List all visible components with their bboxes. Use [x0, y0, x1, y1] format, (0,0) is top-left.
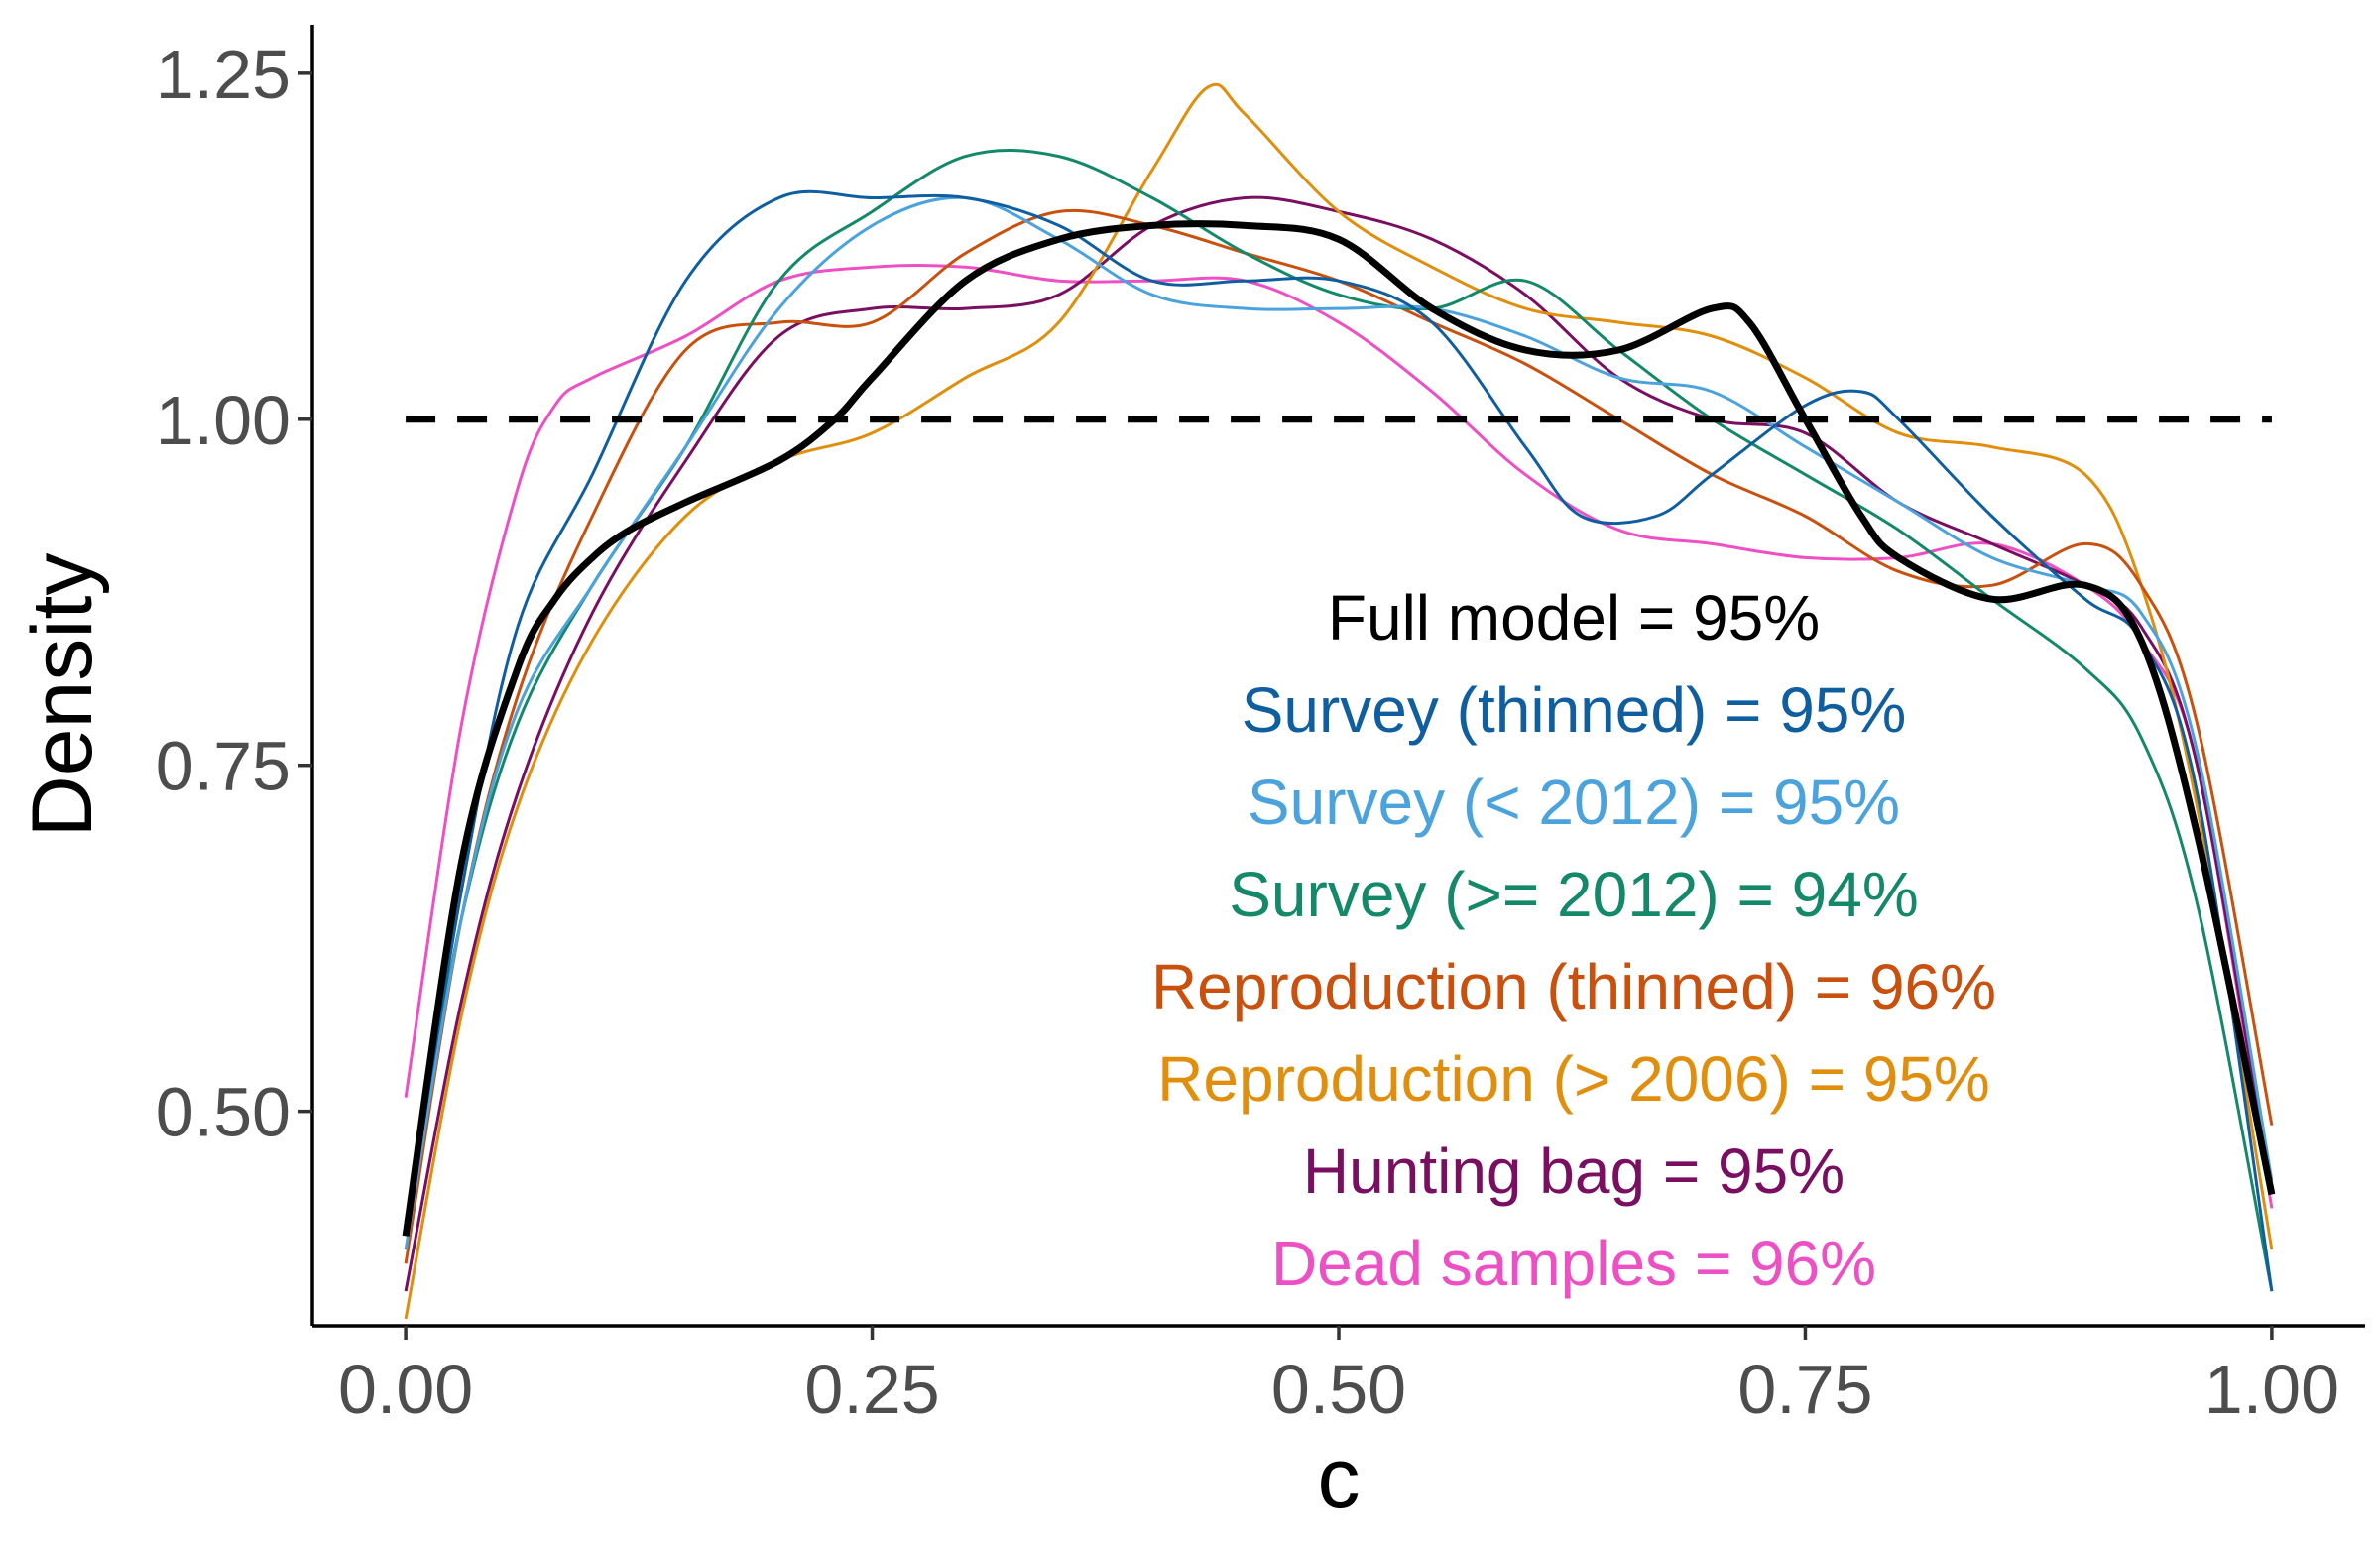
x-axis-title: c [1318, 1431, 1361, 1526]
x-tick-label: 1.00 [2204, 1351, 2339, 1428]
coverage-annotation: Dead samples = 96% [1271, 1228, 1876, 1299]
y-axis-title: Density [15, 553, 110, 838]
coverage-annotations: Full model = 95% Survey (thinned) = 95% Su… [1151, 582, 1996, 1299]
coverage-annotation: Full model = 95% [1328, 582, 1820, 654]
y-axis-ticks: 0.50 0.75 1.00 1.25 [156, 36, 312, 1151]
x-tick-label: 0.75 [1737, 1351, 1872, 1428]
series-line-reprothin [404, 208, 2274, 1264]
x-tick-label: 0.50 [1271, 1351, 1406, 1428]
x-tick-label: 0.00 [338, 1351, 473, 1428]
y-tick-label: 0.75 [156, 728, 291, 805]
coverage-annotation: Survey (thinned) = 95% [1242, 674, 1907, 746]
coverage-annotation: Survey (>= 2012) = 94% [1229, 859, 1919, 930]
x-tick-label: 0.25 [804, 1351, 939, 1428]
coverage-annotation: Reproduction (thinned) = 96% [1151, 951, 1996, 1022]
series-line-repro2006 [404, 82, 2274, 1320]
coverage-annotation: Reproduction (> 2006) = 95% [1157, 1043, 1990, 1115]
y-tick-label: 1.00 [156, 382, 291, 459]
y-tick-label: 0.50 [156, 1074, 291, 1151]
series-line-hunting [404, 195, 2274, 1292]
x-axis-ticks: 0.00 0.25 0.50 0.75 1.00 [338, 1326, 2339, 1428]
coverage-annotation: Survey (< 2012) = 95% [1248, 767, 1900, 838]
y-tick-label: 1.25 [156, 36, 291, 113]
series-layer [402, 82, 2276, 1320]
coverage-annotation: Hunting bag = 95% [1303, 1135, 1844, 1207]
series-line-full [402, 220, 2276, 1237]
